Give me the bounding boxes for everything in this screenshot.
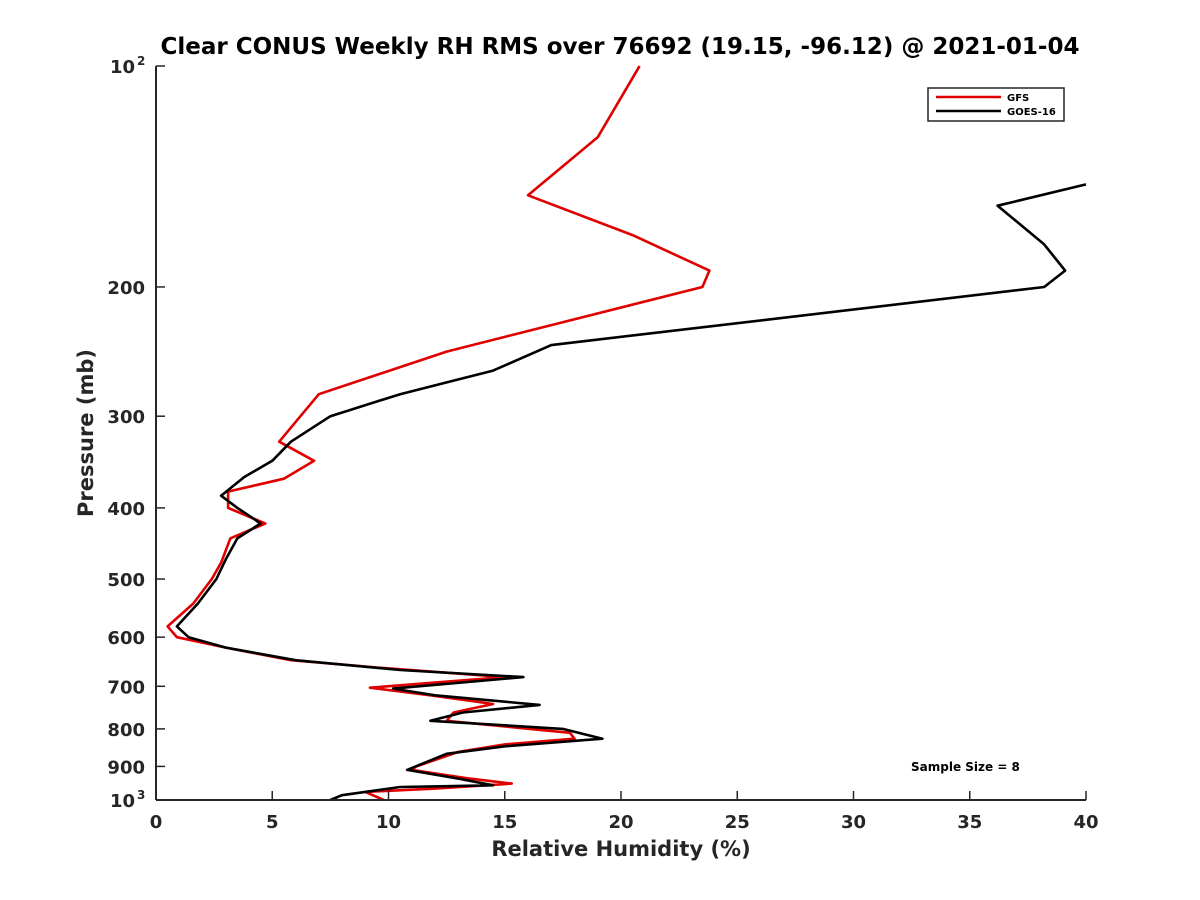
y-tick-label: 300	[107, 407, 145, 428]
x-tick-label: 5	[266, 812, 279, 833]
legend: GFS GOES-16	[927, 87, 1065, 122]
x-ticks: 0 5 10 15 20 25 30 35 40	[150, 791, 1099, 833]
x-tick-label: 30	[841, 812, 866, 833]
series-line-gfs	[166, 65, 711, 802]
axes-background	[156, 66, 1086, 800]
y-tick-exponent: 2	[137, 54, 145, 68]
chart-title: Clear CONUS Weekly RH RMS over 76692 (19…	[161, 34, 1080, 60]
x-tick-label: 15	[492, 812, 517, 833]
y-tick-label: 200	[107, 278, 145, 299]
plot-area: 0 5 10 15 20 25 30 35 40 10 220030040050060070080…	[107, 54, 1098, 833]
series-line-goes16	[175, 183, 1087, 802]
y-tick-label: 800	[107, 720, 145, 741]
y-tick-label: 900	[107, 757, 145, 778]
x-tick-label: 20	[608, 812, 633, 833]
y-tick-label: 500	[107, 570, 145, 591]
x-tick-label: 25	[725, 812, 750, 833]
x-tick-label: 40	[1073, 812, 1098, 833]
series-layer	[166, 65, 1087, 802]
y-tick-label: 600	[107, 628, 145, 649]
sample-size-annotation: Sample Size = 8	[911, 760, 1020, 774]
y-tick-label: 10	[110, 791, 135, 812]
x-axis-label: Relative Humidity (%)	[491, 837, 750, 861]
y-tick-label: 700	[107, 677, 145, 698]
y-tick-exponent: 3	[137, 788, 145, 802]
y-axis-label: Pressure (mb)	[74, 349, 98, 517]
legend-label-goes16: GOES-16	[1007, 107, 1056, 118]
x-tick-label: 0	[150, 812, 163, 833]
x-tick-label: 35	[957, 812, 982, 833]
legend-label-gfs: GFS	[1007, 93, 1029, 104]
y-tick-label: 400	[107, 499, 145, 520]
legend-box	[927, 87, 1065, 122]
y-tick-label: 10	[110, 57, 135, 78]
x-tick-label: 10	[376, 812, 401, 833]
